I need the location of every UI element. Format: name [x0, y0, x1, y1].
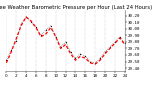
Title: Milwaukee Weather Barometric Pressure per Hour (Last 24 Hours): Milwaukee Weather Barometric Pressure pe… [0, 5, 153, 10]
